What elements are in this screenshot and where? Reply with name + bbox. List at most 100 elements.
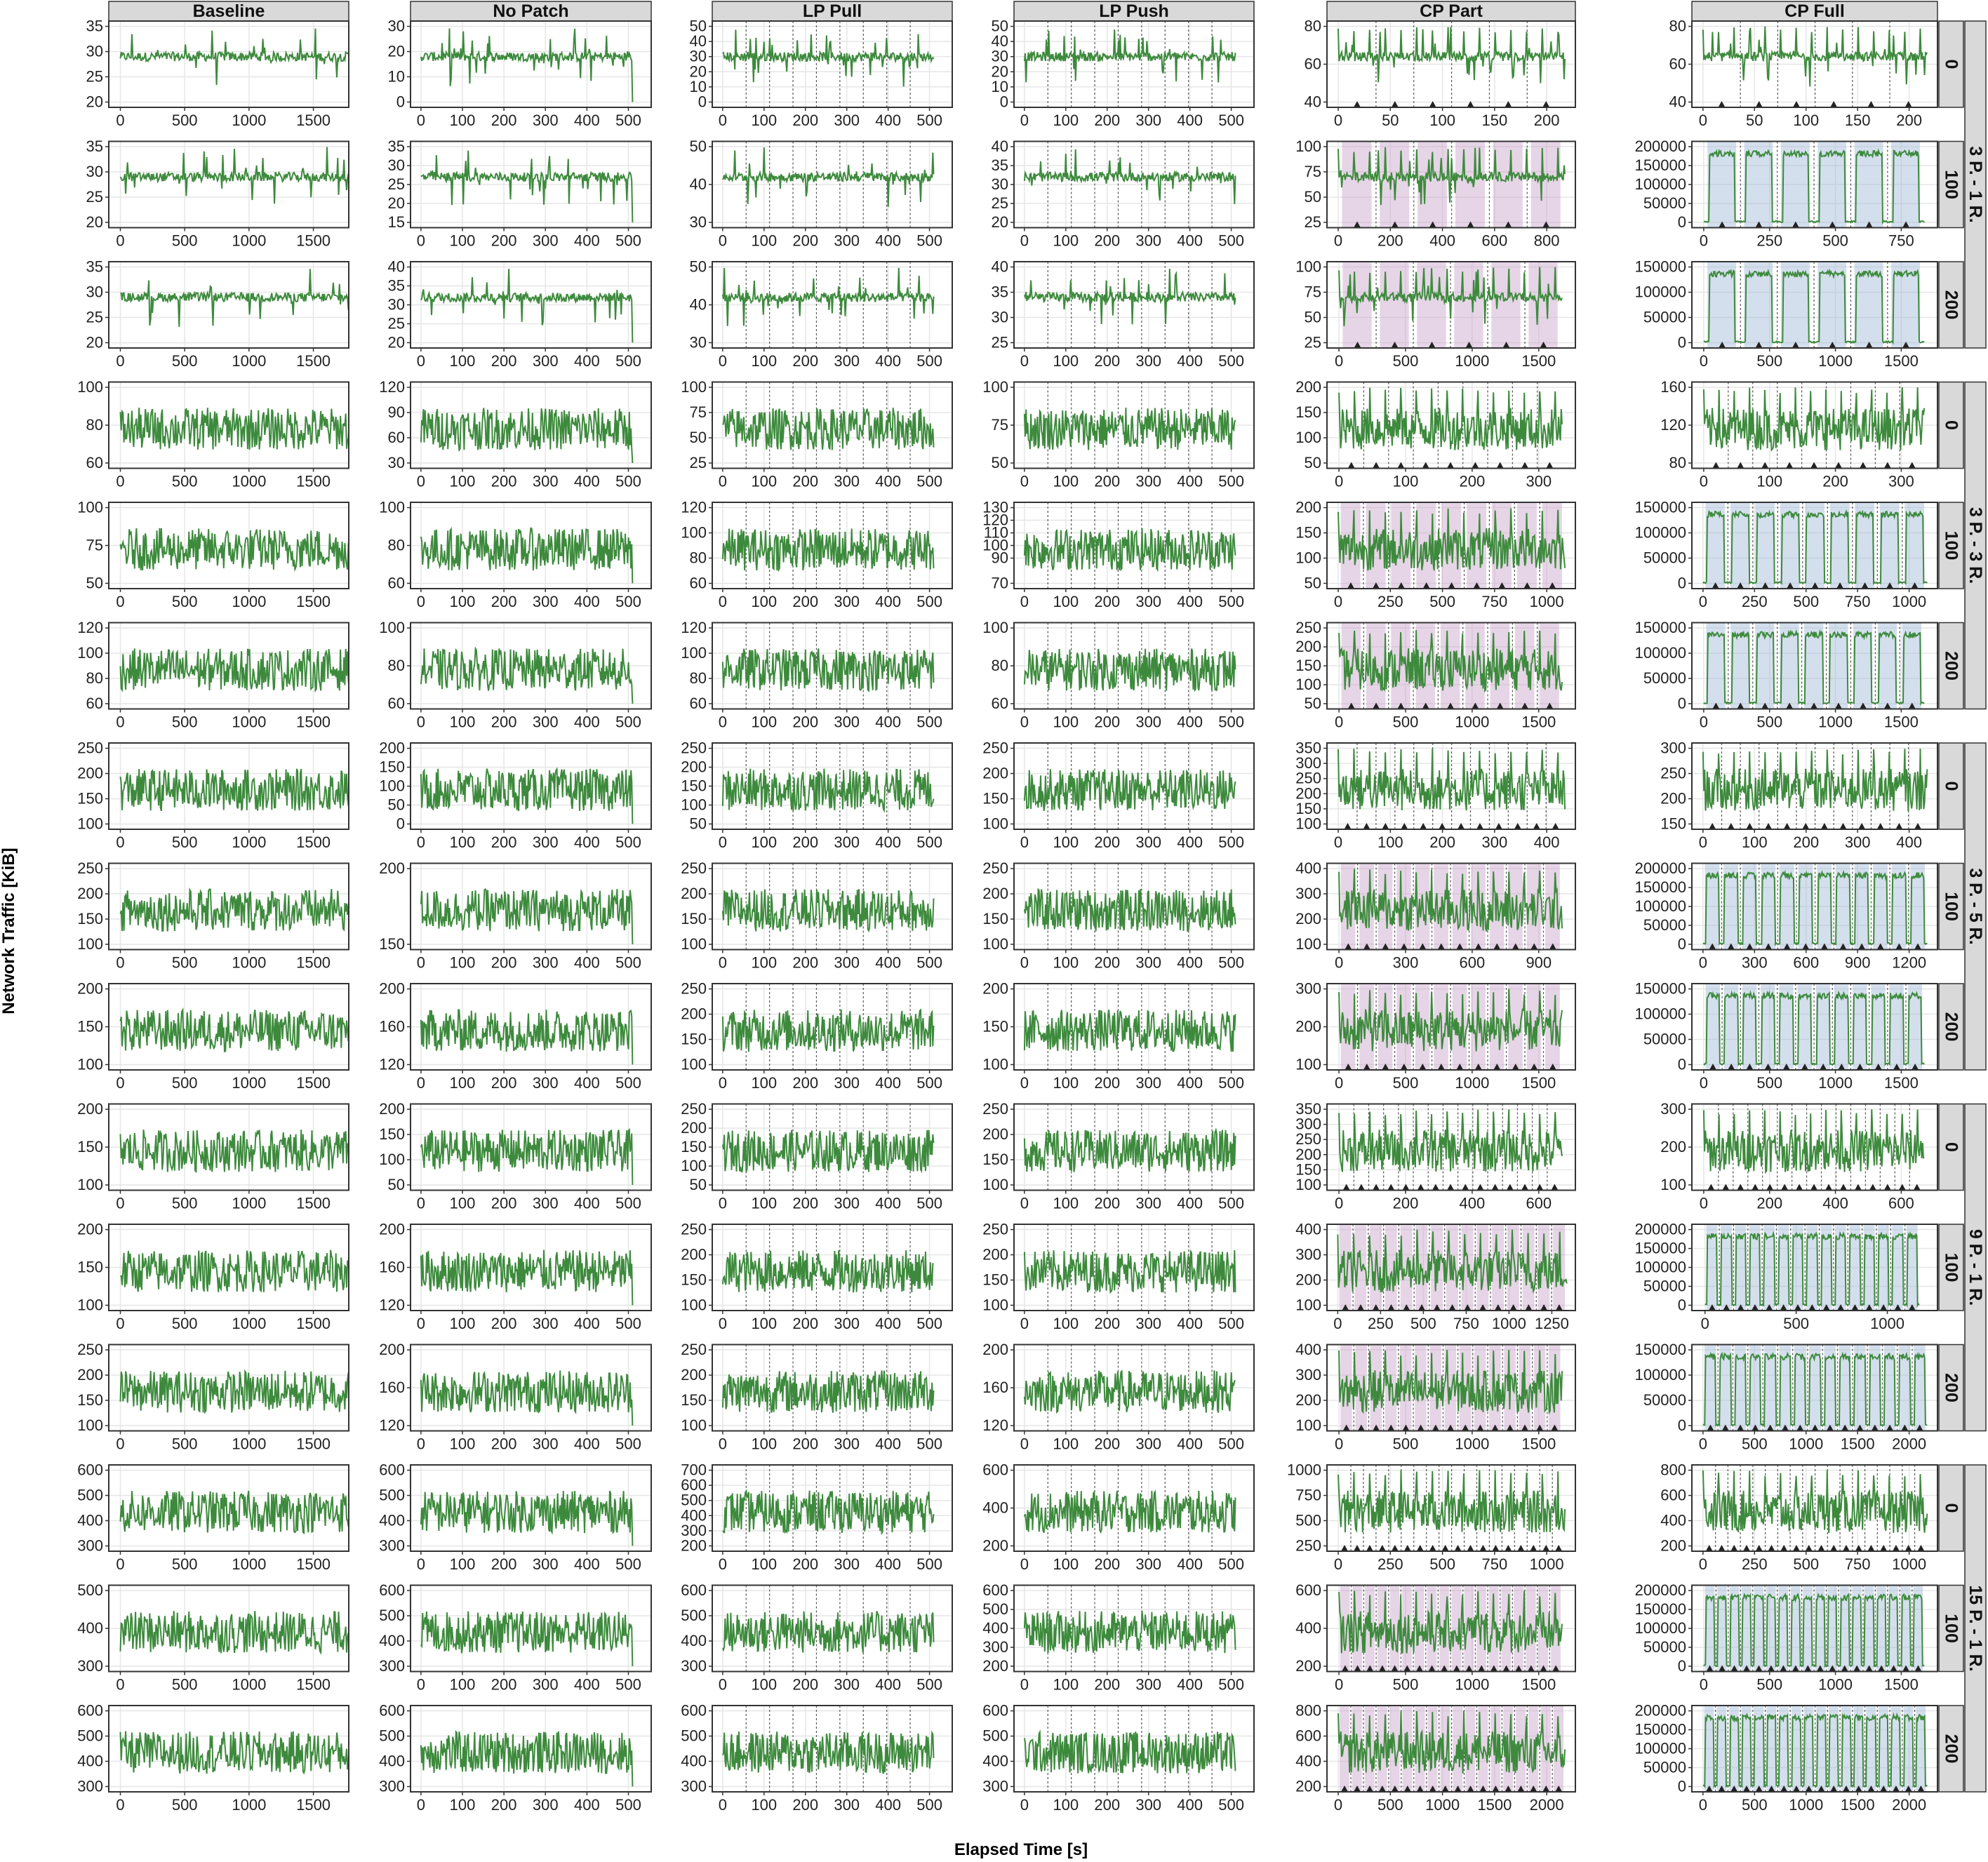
series-line (1702, 26, 1928, 87)
checkpoint-marker (1493, 1064, 1501, 1070)
y-tick-label: 0 (396, 93, 405, 110)
y-tick-label: 150 (1660, 815, 1686, 832)
column-header-label: CP Full (1784, 1, 1845, 21)
y-tick-label: 200 (982, 1536, 1008, 1554)
y-tick-label: 40 (1669, 93, 1686, 110)
y-tick-label: 60 (388, 695, 405, 712)
phase-shade (1530, 141, 1561, 228)
x-tick-label: 500 (1756, 1676, 1782, 1694)
checkpoint-marker (1523, 582, 1531, 589)
checkpoint-marker (1354, 342, 1361, 348)
x-tick-label: 100 (450, 1555, 476, 1573)
x-tick-label: 500 (172, 1435, 198, 1453)
y-tick-label: 100000 (1635, 1005, 1686, 1023)
x-tick-label: 500 (172, 1796, 198, 1814)
checkpoint-marker (1830, 1545, 1838, 1551)
checkpoint-marker (1505, 1545, 1512, 1551)
phase-shade (1852, 1585, 1862, 1672)
x-tick-label: 300 (834, 1195, 860, 1212)
series-line (721, 768, 935, 813)
x-tick-label: 0 (116, 352, 124, 370)
x-tick-label: 100 (450, 112, 476, 129)
x-tick-label: 50 (1746, 112, 1763, 129)
x-tick-label: 300 (1526, 473, 1552, 490)
column-header-label: LP Pull (803, 1, 862, 21)
phase-shade (1342, 141, 1372, 228)
x-tick-label: 0 (1335, 1074, 1343, 1092)
x-tick-label: 400 (875, 954, 901, 972)
series-line (1702, 509, 1928, 585)
panel-border (1013, 862, 1255, 951)
x-tick-label: 100 (751, 1195, 777, 1212)
checkpoint-marker (1476, 823, 1483, 829)
x-tick-label: 0 (1699, 833, 1707, 851)
checkpoint-marker (1718, 1786, 1726, 1792)
x-tick-label: 500 (615, 112, 641, 129)
checkpoint-marker (1391, 101, 1399, 107)
checkpoint-marker (1479, 1545, 1487, 1551)
y-tick-label: 300 (77, 1657, 103, 1675)
x-tick-label: 300 (533, 714, 559, 731)
panel-border (1326, 1464, 1576, 1552)
x-tick-label: 200 (792, 232, 818, 250)
row-group-label: 3 P. - 1 R. (1964, 20, 1987, 349)
checkpoint-marker (1913, 1184, 1921, 1191)
checkpoint-marker (1792, 1545, 1800, 1551)
y-tick-label: 200 (1295, 1657, 1321, 1675)
phase-shade (1704, 1344, 1716, 1431)
y-tick-label: 100 (379, 619, 405, 636)
checkpoint-marker (1709, 1064, 1716, 1070)
x-tick-label: 400 (1177, 112, 1203, 129)
x-tick-label: 1500 (296, 833, 331, 851)
column-header: CP Part (1326, 1, 1576, 23)
row-label-text: 100 (1942, 531, 1961, 561)
x-tick-label: 300 (834, 1796, 860, 1814)
checkpoint-marker (1345, 1064, 1352, 1070)
column-header-label: CP Part (1420, 1, 1483, 21)
x-tick-label: 400 (1177, 1555, 1203, 1573)
y-tick-label: 120 (982, 1416, 1008, 1434)
x-tick-label: 250 (1742, 1555, 1768, 1573)
panel-border (108, 1344, 349, 1432)
x-tick-label: 1000 (232, 112, 266, 129)
y-tick-label: 160 (982, 1379, 1008, 1396)
x-tick-label: 500 (1410, 1315, 1436, 1332)
y-tick-label: 80 (1669, 454, 1686, 471)
checkpoint-marker (1838, 1064, 1846, 1070)
checkpoint-marker (1755, 342, 1763, 348)
checkpoint-marker (1476, 1184, 1484, 1191)
x-tick-label: 300 (834, 1676, 860, 1694)
y-tick-label: 80 (388, 657, 405, 674)
phase-shade (1890, 1706, 1901, 1792)
y-tick-label: 250 (681, 1221, 707, 1238)
x-tick-label: 400 (1177, 954, 1203, 972)
checkpoint-marker (1842, 1786, 1850, 1792)
phase-shade (1816, 1706, 1827, 1792)
checkpoint-marker (1387, 1304, 1395, 1311)
x-tick-label: 300 (533, 1676, 559, 1694)
x-tick-label: 400 (574, 1555, 600, 1573)
panel-border (1326, 140, 1576, 229)
x-tick-label: 0 (417, 473, 425, 490)
x-tick-label: 0 (417, 1195, 425, 1212)
checkpoint-marker (1826, 1424, 1834, 1431)
phase-shade (1704, 1706, 1714, 1792)
x-tick-label: 0 (116, 714, 124, 731)
phase-shade (1526, 984, 1542, 1070)
y-tick-label: 25 (388, 175, 405, 193)
y-tick-label: 50 (86, 574, 103, 591)
x-tick-label: 200 (1094, 1435, 1120, 1453)
x-tick-label: 400 (1177, 833, 1203, 851)
x-tick-label: 1500 (296, 714, 331, 731)
x-tick-label: 200 (792, 112, 818, 129)
checkpoint-marker (1730, 1545, 1738, 1551)
checkpoint-marker (1892, 1545, 1900, 1551)
row-label: 100 (1938, 1224, 1964, 1311)
checkpoint-marker (1447, 462, 1455, 469)
x-tick-label: 1500 (1884, 1074, 1919, 1092)
